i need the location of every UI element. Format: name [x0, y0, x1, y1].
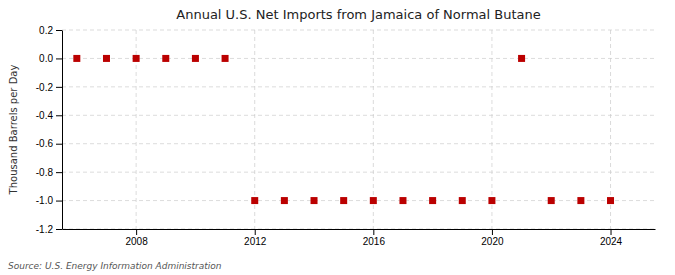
point [577, 197, 584, 204]
y-tick-mark [56, 58, 62, 59]
y-tick-mark [56, 144, 62, 145]
x-tick: 2024 [600, 229, 623, 247]
x-tick-mark [611, 229, 612, 235]
y-axis-label: Thousand Barrels per Day [8, 65, 19, 196]
y-tick-mark [56, 172, 62, 173]
y-tick-label: -0.8 [36, 167, 54, 178]
x-tick-label: 2024 [600, 236, 623, 247]
chart: 2008 2012 2016 2020 2024 0.2 0.0 -0.2 -0.4 -0.6 -0… [0, 0, 675, 275]
source-note: Source: U.S. Energy Information Administ… [8, 261, 222, 271]
grid-line-y [62, 86, 655, 87]
y-tick-label: 0.2 [39, 25, 53, 36]
y-axis: 0.2 0.0 -0.2 -0.4 -0.6 -0.8 -1.0 -1.2 [36, 25, 63, 235]
plot-area: 2008 2012 2016 2020 2024 0.2 0.0 -0.2 -0.4 -0.6 -0… [36, 25, 656, 247]
x-tick-mark [136, 229, 137, 235]
y-axis-line [62, 31, 63, 230]
point [429, 197, 436, 204]
point [459, 197, 466, 204]
y-tick-mark [56, 201, 62, 202]
point [370, 197, 377, 204]
point [73, 55, 80, 62]
x-tick: 2020 [481, 229, 504, 247]
x-tick: 2016 [363, 229, 386, 247]
y-tick-mark [56, 229, 62, 230]
point [192, 55, 199, 62]
y-tick: -1.2 [36, 224, 62, 235]
x-axis-line [63, 229, 656, 230]
point [548, 197, 555, 204]
y-tick-mark [56, 87, 62, 88]
point [518, 55, 525, 62]
points [73, 55, 614, 204]
y-tick: -1.0 [36, 195, 62, 206]
y-tick: -0.6 [36, 138, 62, 149]
title: Annual U.S. Net Imports from Jamaica of … [176, 7, 540, 22]
y-tick-label: -0.2 [36, 82, 54, 93]
y-tick-mark [56, 115, 62, 116]
point [488, 197, 495, 204]
grid-line-y [62, 30, 655, 31]
point [399, 197, 406, 204]
x-axis: 2008 2012 2016 2020 2024 [63, 229, 656, 247]
grid-line-y [62, 58, 655, 59]
y-tick: -0.8 [36, 167, 62, 178]
x-tick-mark [492, 229, 493, 235]
grid-line-y [62, 200, 655, 201]
y-tick-mark [56, 30, 62, 31]
x-tick-label: 2020 [481, 236, 504, 247]
y-tick: -0.2 [36, 82, 62, 93]
point [251, 197, 258, 204]
x-tick-mark [255, 229, 256, 235]
point [281, 197, 288, 204]
y-tick: 0.0 [39, 53, 62, 64]
y-tick-label: 0.0 [39, 53, 53, 64]
x-tick: 2008 [126, 229, 149, 247]
y-tick-label: -1.0 [36, 195, 54, 206]
x-tick-label: 2012 [244, 236, 267, 247]
y-tick: -0.4 [36, 110, 62, 121]
grid-line-y [62, 172, 655, 173]
point [311, 197, 318, 204]
grid-line-y [62, 143, 655, 144]
point [222, 55, 229, 62]
point [133, 55, 140, 62]
y-tick: 0.2 [39, 25, 62, 36]
point [103, 55, 110, 62]
grid [62, 30, 655, 229]
point [162, 55, 169, 62]
y-tick-label: -1.2 [36, 224, 54, 235]
grid-line-y [62, 115, 655, 116]
point [607, 197, 614, 204]
x-tick-label: 2008 [126, 236, 149, 247]
x-tick-label: 2016 [363, 236, 386, 247]
point [340, 197, 347, 204]
y-tick-label: -0.6 [36, 138, 54, 149]
grid-line-y [62, 229, 655, 230]
y-tick-label: -0.4 [36, 110, 54, 121]
x-tick: 2012 [244, 229, 267, 247]
x-tick-mark [373, 229, 374, 235]
